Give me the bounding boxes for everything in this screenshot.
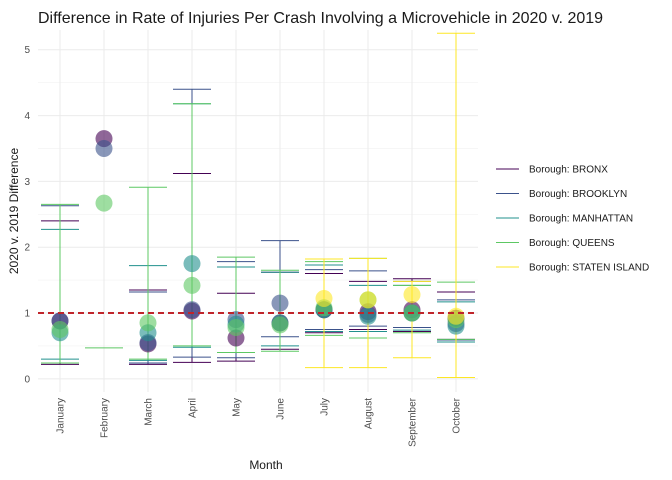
y-tick-label: 1: [24, 309, 30, 320]
x-tick-label: July: [320, 398, 331, 416]
point-borough-manhattan: [183, 255, 201, 273]
x-axis-title: Month: [249, 458, 282, 472]
point-borough-queens: [139, 314, 157, 332]
point-borough-staten-island: [315, 290, 333, 308]
point-borough-manhattan: [359, 307, 377, 325]
legend-label-borough-queens: Borough: QUEENS: [529, 238, 615, 249]
x-tick-label: October: [452, 397, 463, 433]
x-tick-label: February: [100, 398, 111, 438]
y-axis-title: 2020 v. 2019 Difference: [7, 148, 21, 275]
x-tick-label: June: [276, 398, 287, 420]
x-tick-label: March: [144, 398, 155, 426]
y-tick-label: 5: [24, 45, 30, 56]
x-tick-label: May: [232, 398, 243, 417]
y-tick-label: 2: [24, 243, 30, 254]
point-borough-brooklyn: [95, 139, 113, 157]
x-tick-label: August: [364, 398, 375, 429]
legend-label-borough-manhattan: Borough: MANHATTAN: [529, 214, 633, 225]
point-borough-staten-island: [359, 291, 377, 309]
chart-title: Difference in Rate of Injuries Per Crash…: [38, 10, 603, 27]
point-borough-queens: [271, 316, 289, 334]
legend-label-borough-staten-island: Borough: STATEN ISLAND: [529, 263, 649, 274]
x-axis-ticks: January February March April May June July Augu…: [56, 397, 463, 447]
point-borough-queens: [95, 194, 113, 212]
y-tick-label: 3: [24, 177, 30, 188]
point-borough-queens: [227, 318, 245, 336]
y-tick-label: 0: [24, 374, 30, 385]
legend: Borough: BRONX Borough: BROOKLYN Borough: …: [496, 165, 649, 274]
legend-label-borough-bronx: Borough: BRONX: [529, 165, 608, 176]
x-tick-label: April: [188, 398, 199, 418]
point-borough-staten-island: [403, 286, 421, 304]
y-axis-ticks: 0 1 2 3 4 5: [24, 45, 30, 385]
x-tick-label: January: [56, 398, 67, 434]
legend-label-borough-brooklyn: Borough: BROOKLYN: [529, 189, 627, 200]
point-borough-queens: [183, 276, 201, 294]
x-tick-label: September: [408, 397, 419, 447]
point-borough-brooklyn: [271, 294, 289, 312]
y-tick-label: 4: [24, 111, 30, 122]
point-borough-staten-island: [447, 307, 465, 325]
point-borough-brooklyn: [183, 301, 201, 319]
point-borough-queens: [51, 320, 69, 338]
